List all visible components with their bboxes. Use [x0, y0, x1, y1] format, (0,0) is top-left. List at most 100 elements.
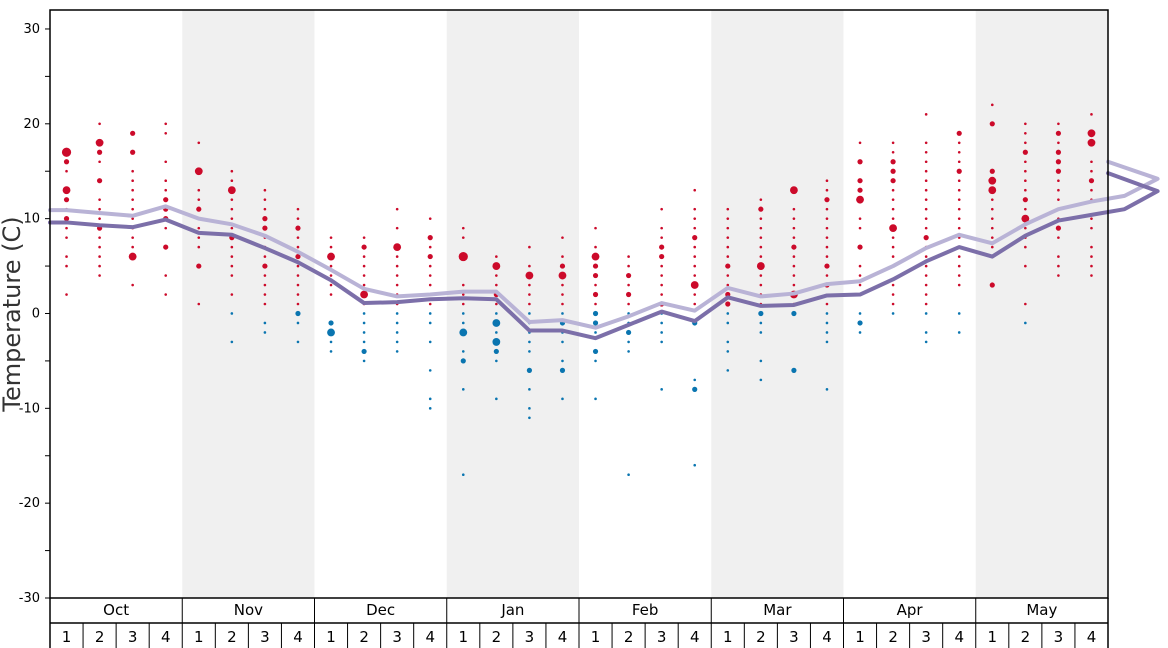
- temperature-point: [924, 179, 928, 183]
- temperature-point: [230, 274, 234, 277]
- temperature-point: [592, 272, 599, 279]
- temperature-point: [96, 149, 103, 155]
- temperature-point: [891, 245, 895, 249]
- temperature-points: [61, 103, 1096, 477]
- temperature-point: [924, 150, 928, 154]
- temperature-point: [659, 253, 665, 260]
- temperature-point: [957, 150, 961, 154]
- temperature-point: [131, 207, 134, 211]
- temperature-point: [693, 274, 697, 277]
- temperature-point: [458, 251, 468, 262]
- temperature-point: [857, 178, 863, 184]
- temperature-point: [825, 388, 829, 391]
- temperature-point: [791, 244, 797, 250]
- temperature-point: [693, 245, 697, 249]
- temperature-point: [395, 321, 399, 325]
- temperature-point: [495, 302, 498, 306]
- temperature-point: [825, 312, 829, 315]
- temperature-point: [957, 160, 961, 164]
- temperature-point: [592, 263, 599, 269]
- temperature-point: [164, 226, 168, 230]
- y-tick-label: 0: [32, 306, 40, 321]
- temperature-point: [395, 331, 399, 334]
- temperature-point: [594, 331, 597, 334]
- temperature-point: [726, 321, 730, 325]
- temperature-point: [65, 236, 68, 239]
- temperature-point: [561, 340, 564, 344]
- week-label: 1: [988, 628, 998, 646]
- temperature-point: [1057, 264, 1060, 268]
- temperature-point: [428, 407, 432, 410]
- week-label: 4: [822, 628, 832, 646]
- temperature-point: [528, 293, 531, 296]
- temperature-point: [1090, 160, 1093, 164]
- temperature-point: [362, 312, 366, 315]
- temperature-point: [957, 179, 961, 183]
- temperature-point: [295, 253, 301, 260]
- temperature-point: [1024, 122, 1027, 126]
- temperature-point: [891, 302, 895, 306]
- temperature-point: [98, 198, 101, 201]
- temperature-point: [824, 197, 830, 203]
- temperature-point: [858, 283, 862, 287]
- temperature-point: [263, 255, 267, 258]
- temperature-point: [824, 263, 830, 269]
- temperature-point: [96, 178, 103, 184]
- temperature-point: [492, 262, 501, 270]
- temperature-point: [825, 274, 829, 277]
- temperature-point: [329, 283, 333, 287]
- temperature-point: [825, 236, 829, 239]
- temperature-point: [924, 255, 928, 258]
- temperature-point: [726, 274, 730, 277]
- temperature-point: [923, 235, 929, 241]
- temperature-point: [362, 321, 366, 325]
- temperature-point: [625, 272, 632, 279]
- temperature-point: [98, 255, 101, 258]
- temperature-point: [329, 236, 333, 239]
- temperature-point: [63, 216, 70, 222]
- temperature-point: [1090, 113, 1093, 116]
- temperature-point: [327, 328, 335, 337]
- temperature-point: [891, 150, 895, 154]
- temperature-point: [427, 253, 433, 260]
- temperature-point: [660, 340, 663, 344]
- week-label: 1: [194, 628, 204, 646]
- temperature-point: [792, 255, 796, 258]
- temperature-point: [924, 198, 928, 201]
- y-axis-label: Temperature (C): [0, 216, 26, 412]
- temperature-point: [263, 331, 267, 334]
- temperature-point: [791, 310, 797, 317]
- temperature-point: [1024, 264, 1027, 268]
- temperature-point: [792, 283, 796, 287]
- temperature-point: [230, 179, 234, 183]
- temperature-point: [493, 348, 499, 355]
- temperature-point: [660, 207, 663, 211]
- temperature-point: [428, 217, 432, 220]
- temperature-point: [561, 312, 564, 315]
- temperature-point: [726, 350, 730, 353]
- temperature-point: [858, 274, 862, 277]
- temperature-point: [263, 321, 267, 325]
- temperature-point: [495, 274, 498, 277]
- temperature-point: [262, 263, 268, 269]
- temperature-point: [1055, 225, 1062, 231]
- temperature-point: [230, 169, 234, 173]
- temperature-point: [924, 113, 928, 116]
- y-tick-label: -10: [19, 401, 40, 416]
- temperature-point: [990, 236, 994, 239]
- temperature-point: [528, 340, 531, 344]
- temperature-point: [1057, 236, 1060, 239]
- temperature-point: [427, 235, 433, 241]
- temperature-point: [395, 340, 399, 344]
- temperature-point: [329, 264, 333, 268]
- temperature-point: [660, 388, 663, 391]
- temperature-point: [296, 302, 300, 306]
- temperature-point: [627, 340, 630, 344]
- temperature-point: [692, 386, 698, 392]
- week-label: 4: [690, 628, 700, 646]
- temperature-point: [428, 369, 432, 372]
- temperature-point: [65, 293, 68, 296]
- temperature-point: [98, 274, 101, 277]
- temperature-point: [857, 187, 863, 193]
- temperature-point: [957, 331, 961, 334]
